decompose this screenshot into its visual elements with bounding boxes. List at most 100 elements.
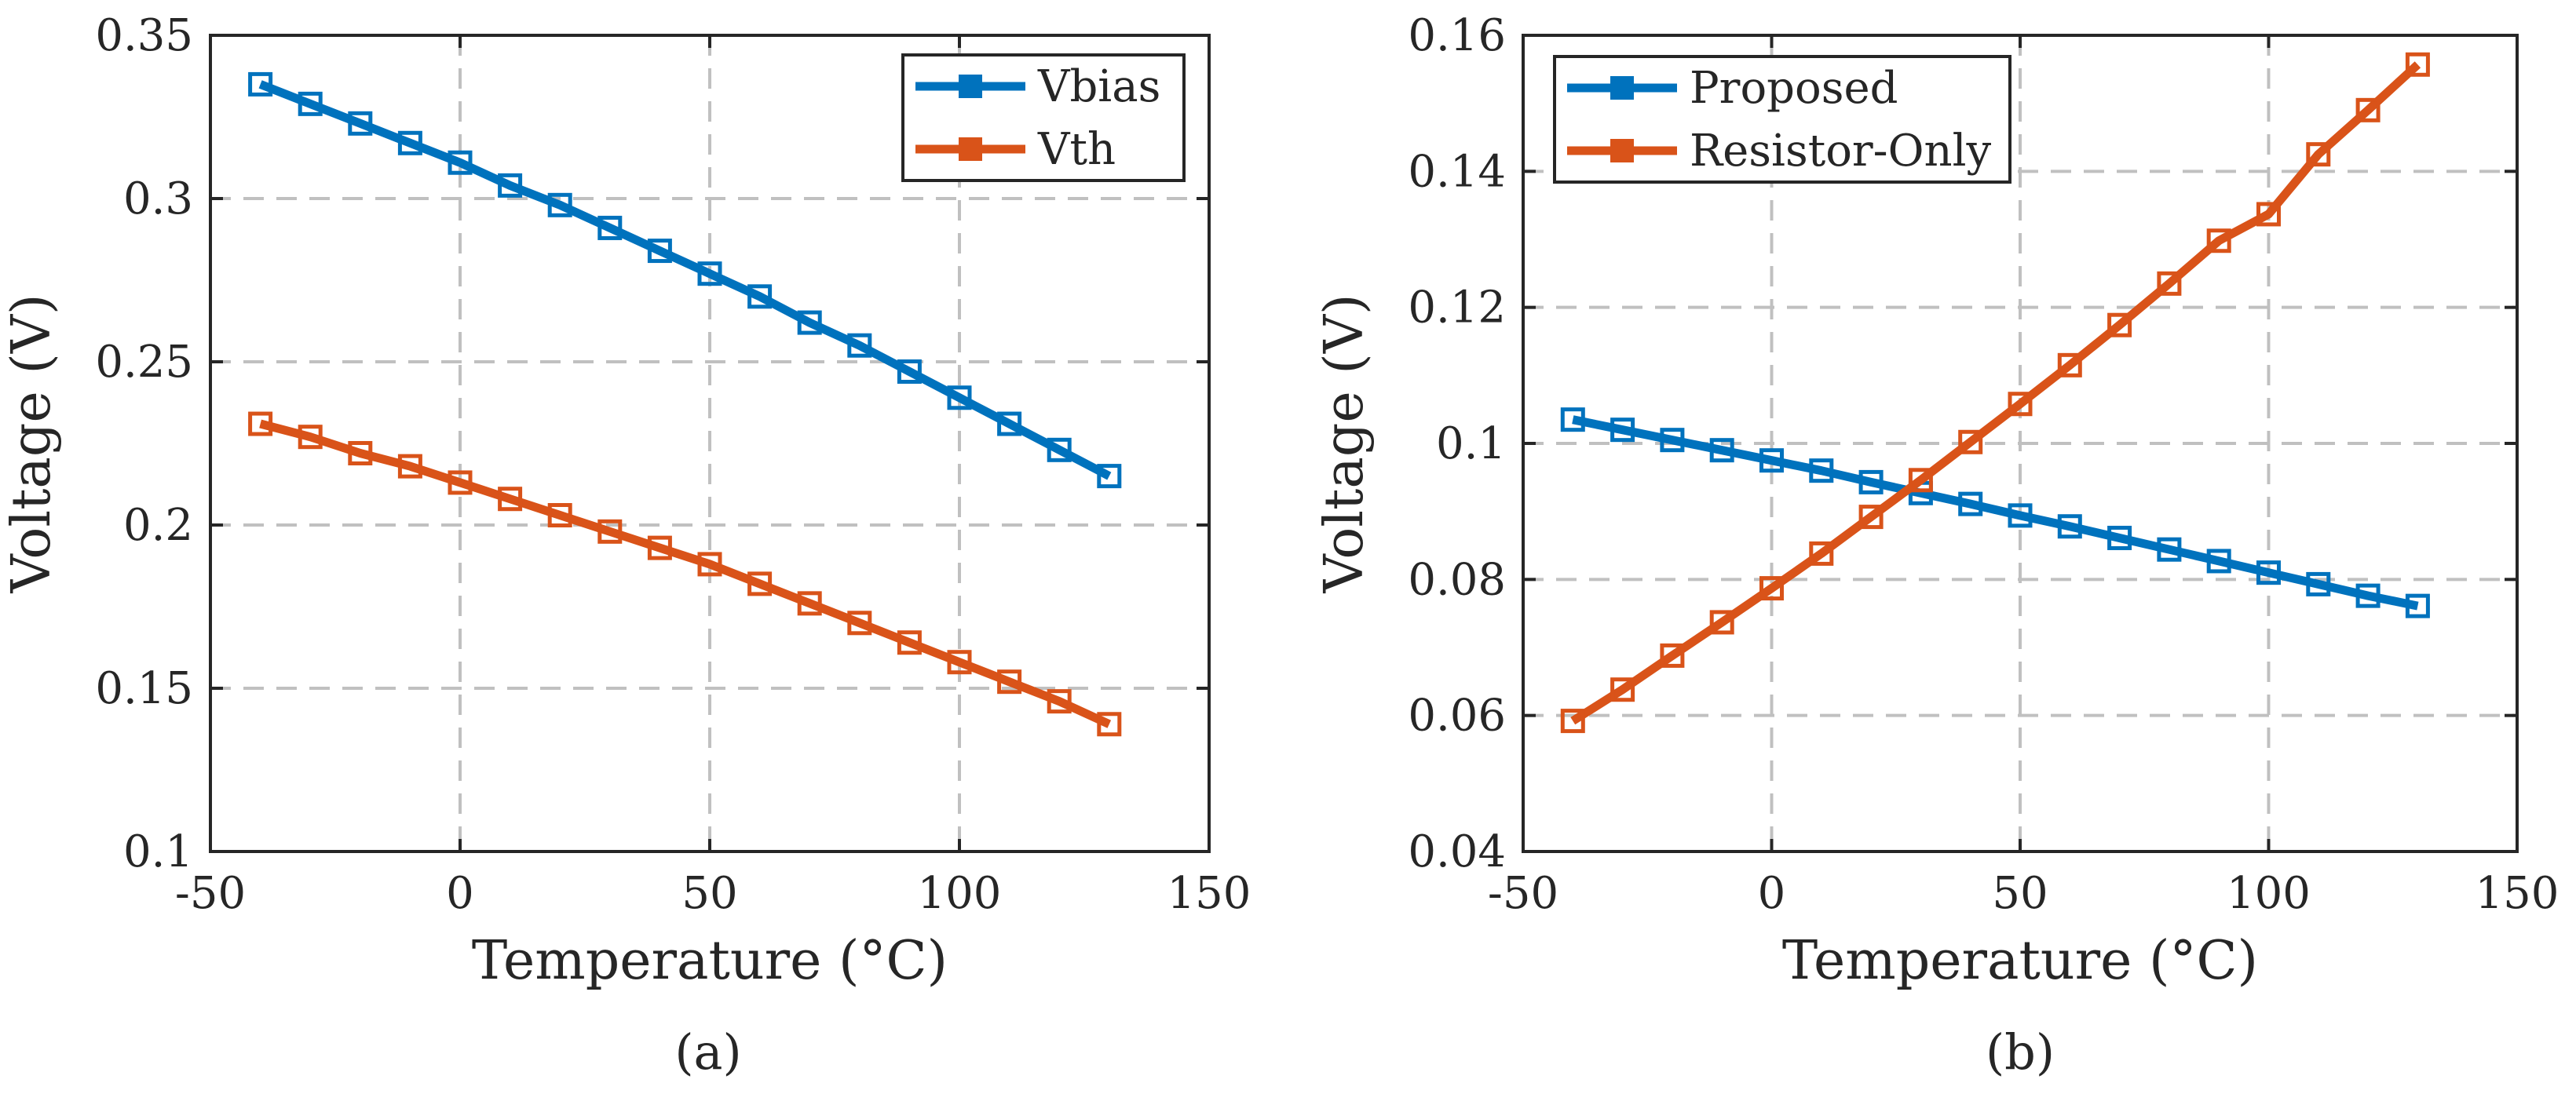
y-tick-label-a-5: 0.35 [95, 10, 193, 61]
marker-vth-9 [697, 552, 722, 577]
marker-proposed-10 [2057, 514, 2082, 539]
y-tick-label-b-1: 0.06 [1408, 691, 1506, 742]
marker-resistor-only-8 [1958, 429, 1983, 454]
marker-resistor-only-12 [2157, 271, 2182, 296]
x-axis-label-b: Temperature (°C) [1782, 930, 2258, 992]
x-tick-label-a-4: 150 [1167, 868, 1251, 919]
x-tick-label-a-0: -50 [175, 868, 246, 919]
y-tick-label-a-1: 0.15 [95, 663, 193, 714]
marker-vth-5 [498, 487, 523, 512]
marker-vth-4 [448, 470, 473, 495]
y-tick-label-b-6: 0.16 [1408, 10, 1506, 61]
marker-vbias-11 [797, 310, 822, 335]
marker-proposed-15 [2306, 571, 2331, 596]
legend-box-a [901, 53, 1186, 182]
marker-resistor-only-11 [2107, 312, 2132, 337]
y-tick-label-b-5: 0.14 [1408, 146, 1506, 197]
marker-vbias-0 [248, 71, 273, 97]
y-tick-label-a-2: 0.2 [123, 500, 193, 551]
marker-resistor-only-5 [1809, 541, 1834, 566]
legend-label-resistor-only: Resistor-Only [1690, 126, 1991, 177]
panel-label-a: (a) [674, 1023, 741, 1081]
marker-vth-13 [897, 630, 922, 655]
marker-vth-11 [797, 591, 822, 616]
y-tick-label-b-0: 0.04 [1408, 826, 1506, 877]
marker-vbias-15 [997, 411, 1022, 436]
marker-resistor-only-6 [1858, 505, 1884, 530]
x-tick-label-b-2: 50 [1992, 868, 2048, 919]
marker-vth-14 [947, 650, 972, 675]
marker-vbias-4 [448, 150, 473, 175]
marker-resistor-only-17 [2405, 52, 2430, 77]
legend-label-vbias: Vbias [1037, 61, 1160, 112]
x-tick-label-a-1: 0 [446, 868, 474, 919]
x-tick-label-b-0: -50 [1488, 868, 1558, 919]
marker-vth-2 [348, 440, 373, 465]
marker-vbias-13 [897, 359, 922, 384]
marker-proposed-13 [2206, 549, 2231, 574]
marker-vbias-2 [348, 111, 373, 136]
marker-resistor-only-1 [1610, 677, 1635, 702]
marker-resistor-only-0 [1560, 709, 1585, 734]
marker-proposed-17 [2405, 593, 2430, 618]
legend-marker-vbias [959, 75, 982, 98]
chart-b: -50 0 50 100 150 0.04 0.06 0.08 0.1 0.12 0.14 0.16 T… [1314, 10, 2559, 992]
x-tick-label-a-3: 100 [918, 868, 1002, 919]
marker-resistor-only-14 [2256, 202, 2281, 227]
x-tick-label-b-3: 100 [2227, 868, 2311, 919]
y-tick-label-a-4: 0.3 [123, 173, 193, 224]
marker-proposed-11 [2107, 525, 2132, 550]
marker-proposed-4 [1759, 448, 1784, 473]
marker-resistor-only-13 [2206, 228, 2231, 253]
chart-a: -50 0 50 100 150 0.1 0.15 0.2 0.25 0.3 0.35 Tempera… [1, 10, 1251, 992]
x-tick-label-a-2: 50 [681, 868, 737, 919]
legend-marker-vth [959, 137, 982, 161]
legend-label-proposed: Proposed [1690, 63, 1898, 114]
y-tick-label-a-0: 0.1 [123, 826, 193, 877]
x-axis-label-a: Temperature (°C) [472, 930, 948, 992]
y-axis-label-b: Voltage (V) [1314, 294, 1376, 594]
x-tick-label-b-4: 150 [2476, 868, 2560, 919]
marker-vbias-10 [747, 284, 773, 309]
series-line-vth [259, 419, 1112, 728]
legend-marker-proposed [1610, 76, 1634, 100]
marker-vbias-1 [298, 91, 323, 116]
marker-vbias-7 [597, 215, 623, 240]
marker-proposed-3 [1709, 438, 1734, 463]
marker-resistor-only-7 [1908, 468, 1933, 493]
marker-resistor-only-15 [2306, 142, 2331, 167]
marker-vth-3 [397, 454, 422, 479]
marker-proposed-0 [1560, 407, 1585, 432]
marker-vth-6 [547, 503, 572, 528]
marker-vth-15 [997, 669, 1022, 695]
marker-proposed-14 [2256, 560, 2281, 585]
marker-vth-7 [597, 519, 623, 544]
marker-proposed-16 [2355, 583, 2381, 608]
marker-vth-10 [747, 571, 773, 596]
marker-resistor-only-10 [2057, 352, 2082, 377]
marker-vbias-14 [947, 385, 972, 410]
marker-vbias-5 [498, 173, 523, 198]
y-tick-label-a-3: 0.25 [95, 337, 193, 388]
legend-label-vth: Vth [1037, 124, 1116, 175]
marker-proposed-5 [1809, 458, 1834, 483]
marker-resistor-only-4 [1759, 576, 1784, 601]
marker-vbias-8 [647, 239, 672, 264]
y-tick-label-b-2: 0.08 [1408, 554, 1506, 605]
y-tick-label-b-3: 0.1 [1436, 418, 1506, 469]
marker-resistor-only-3 [1709, 610, 1734, 635]
legend-marker-resistor-only [1610, 139, 1634, 162]
marker-proposed-8 [1958, 491, 1983, 516]
marker-resistor-only-16 [2355, 97, 2381, 122]
marker-vth-12 [847, 611, 872, 636]
marker-resistor-only-9 [2008, 392, 2033, 417]
marker-proposed-6 [1858, 469, 1884, 494]
y-tick-label-b-4: 0.12 [1408, 283, 1506, 334]
marker-vth-8 [647, 535, 672, 560]
marker-vbias-17 [1097, 464, 1122, 489]
marker-vth-16 [1047, 689, 1072, 714]
marker-vbias-16 [1047, 437, 1072, 462]
marker-vbias-9 [697, 261, 722, 286]
marker-vbias-6 [547, 192, 572, 217]
